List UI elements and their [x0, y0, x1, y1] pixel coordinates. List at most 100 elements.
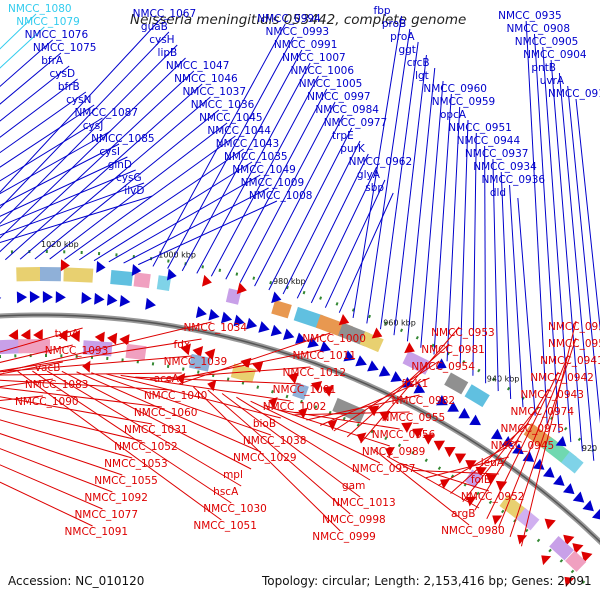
- gene-label: NMCC_1091: [65, 526, 129, 538]
- kbp-label: 1020 kbp: [41, 240, 79, 249]
- outer-gene-arrow: [166, 268, 177, 281]
- leader-line: [278, 409, 400, 430]
- reverse-gene-arrow: [287, 372, 299, 384]
- outer-gene-arrow: [60, 259, 70, 272]
- leader-line: [0, 70, 195, 253]
- reverse-gene-arrow: [252, 361, 264, 373]
- kbp-label: 960 kbp: [383, 318, 416, 327]
- scale-tick: [256, 385, 260, 389]
- leader-line: [32, 370, 232, 504]
- gene-label: folB: [471, 474, 491, 486]
- leader-line: [292, 411, 410, 416]
- forward-gene-arrow: [591, 508, 600, 520]
- scale-tick: [400, 328, 404, 333]
- leader-line: [310, 166, 378, 304]
- gene-label: pntB: [531, 62, 556, 74]
- scale-tick: [431, 343, 435, 348]
- reverse-gene-arrow: [422, 434, 435, 445]
- gene-label: NMCC_1009: [241, 177, 305, 189]
- gene-label: NMCC_0942: [530, 372, 594, 384]
- feature-block: [464, 384, 490, 408]
- leader-line: [207, 389, 351, 515]
- leader-line: [346, 343, 450, 438]
- gene-label: crcB: [407, 57, 430, 69]
- inner-gene-arrow: [268, 397, 278, 409]
- feature-block: [292, 382, 309, 400]
- feature-block: [359, 331, 384, 353]
- gene-label: opcA: [440, 109, 467, 121]
- leader-line: [254, 114, 344, 287]
- scale-tick: [501, 509, 505, 514]
- gene-label: glnD: [108, 159, 132, 171]
- gene-label: NMCC_1046: [174, 73, 238, 85]
- gene-label: NMCC_1039: [164, 356, 228, 368]
- gene-label: glyA: [357, 169, 381, 181]
- leader-line: [17, 370, 222, 521]
- gene-label: NMCC_1031: [124, 424, 188, 436]
- gene-label: NMCC_1008: [249, 190, 313, 202]
- reverse-gene-arrow: [485, 473, 498, 485]
- leader-line: [0, 338, 202, 372]
- scale-tick: [577, 437, 582, 442]
- scale-tick: [411, 450, 415, 455]
- scale-tick: [477, 368, 481, 373]
- scale-tick: [492, 377, 496, 382]
- forward-gene-arrow: [343, 350, 355, 362]
- forward-gene-arrow: [208, 308, 220, 321]
- scale-tick: [548, 548, 552, 553]
- reverse-gene-arrow: [192, 345, 204, 358]
- leader-line: [149, 366, 311, 380]
- leader-line: [533, 33, 560, 434]
- genome-backbone-core: [0, 314, 600, 543]
- scale-tick: [437, 466, 442, 470]
- reverse-gene-arrow: [57, 329, 68, 342]
- leader-line: [472, 132, 477, 376]
- gene-label: lgt: [415, 70, 429, 82]
- gene-label: fdx: [174, 339, 191, 351]
- inner-gene-arrow: [327, 419, 338, 431]
- leader-line: [386, 455, 480, 509]
- outer-gene-arrow: [371, 327, 383, 339]
- scale-tick: [397, 443, 402, 448]
- scale-tick: [314, 405, 318, 409]
- leader-line: [412, 469, 499, 475]
- gene-label: NMCC_1038: [243, 435, 307, 447]
- scale-tick: [181, 367, 185, 371]
- leader-line: [123, 187, 269, 264]
- gene-label: sbp: [365, 182, 384, 194]
- gene-label: NMCC_1045: [199, 112, 263, 124]
- forward-gene-arrow: [469, 414, 481, 426]
- gene-label: proB: [382, 18, 406, 30]
- feature-block: [271, 300, 292, 319]
- leader-line: [210, 75, 319, 277]
- forward-gene-arrow: [16, 291, 28, 304]
- gene-label: NMCC_0944: [457, 135, 521, 147]
- gene-label: NMCC_0941: [540, 355, 600, 367]
- scale-tick: [201, 265, 205, 269]
- scale-tick: [319, 296, 323, 300]
- leader-line: [498, 354, 569, 528]
- forward-gene-arrow: [245, 317, 258, 330]
- gene-label: NMCC_1075: [33, 42, 97, 54]
- outer-gene-arrow: [201, 274, 212, 287]
- gene-label: NMCC_0955: [382, 412, 446, 424]
- leader-line: [0, 387, 162, 408]
- gene-label: cysG: [116, 172, 142, 184]
- forward-gene-arrow: [378, 365, 391, 377]
- leader-line: [433, 93, 452, 355]
- scale-tick: [506, 386, 511, 391]
- gene-label: NMCC_0989: [362, 446, 426, 458]
- leader-line: [221, 393, 361, 498]
- forward-gene-arrow: [258, 321, 270, 333]
- forward-gene-arrow: [0, 297, 2, 299]
- scale-tick: [476, 491, 480, 496]
- forward-gene-arrow: [367, 360, 379, 372]
- feature-block: [82, 340, 113, 357]
- leader-line: [425, 456, 509, 479]
- leader-line: [450, 422, 529, 494]
- leader-line: [0, 372, 182, 376]
- feature-block: [188, 353, 212, 372]
- scale-tick: [536, 538, 541, 543]
- gene-label: uvrA: [540, 75, 565, 87]
